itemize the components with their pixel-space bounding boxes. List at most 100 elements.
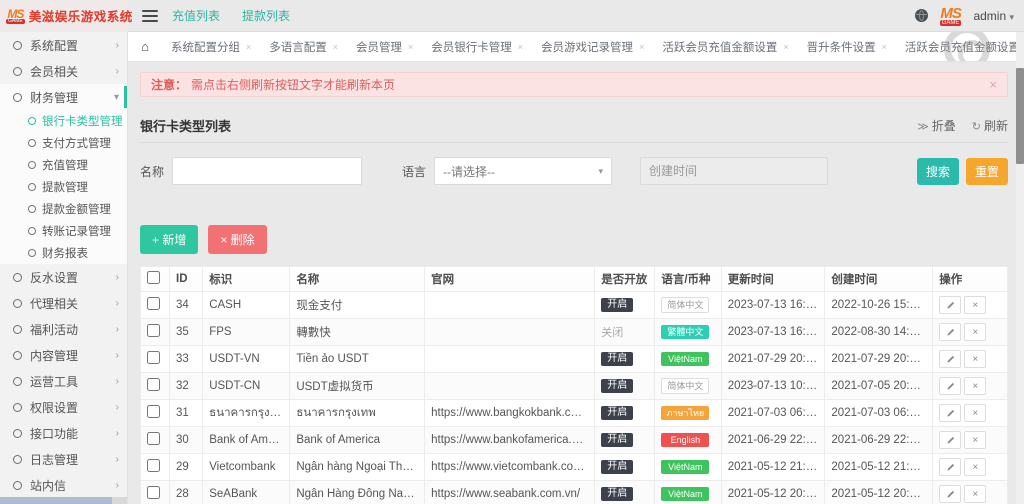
sidebar-item-3[interactable]: 反水设置 ›	[0, 264, 127, 290]
row-checkbox[interactable]	[147, 324, 160, 337]
tab-home-icon[interactable]: ⌂	[141, 39, 149, 54]
tab-close-icon[interactable]: ×	[783, 41, 789, 52]
sidebar-item-1[interactable]: 会员相关 ›	[0, 58, 127, 84]
table-row: 30 Bank of America Bank of America https://…	[139, 426, 1008, 454]
tab-close-icon[interactable]: ×	[517, 41, 524, 52]
admin-menu[interactable]: admin ▾	[973, 8, 1014, 23]
edit-button[interactable]	[939, 323, 962, 341]
sidebar-item-10[interactable]: 日志管理 ›	[0, 446, 127, 472]
row-checkbox[interactable]	[147, 459, 160, 472]
sidebar-item-11[interactable]: 站内信 ›	[0, 472, 127, 498]
row-checkbox[interactable]	[147, 378, 160, 391]
edit-button[interactable]	[939, 431, 962, 449]
tab-7[interactable]: 活跃会员充值金额设置×	[904, 41, 1020, 54]
circle-icon	[13, 350, 22, 360]
notice-close-icon[interactable]: ×	[989, 77, 997, 92]
row-delete-button[interactable]: ×	[964, 377, 987, 395]
chevron-icon: ›	[115, 297, 119, 309]
row-delete-button[interactable]: ×	[964, 323, 987, 341]
chevron-icon: ›	[115, 375, 119, 387]
sidebar-subitem-1[interactable]: 支付方式管理	[0, 132, 127, 154]
row-delete-button[interactable]: ×	[964, 458, 987, 476]
collapse-button[interactable]: ≫ 折叠	[917, 119, 956, 133]
reset-button[interactable]: 重置	[965, 157, 1008, 185]
name-filter-input[interactable]	[172, 157, 363, 185]
row-checkbox[interactable]	[147, 297, 160, 310]
search-button[interactable]: 搜索	[916, 157, 959, 185]
delete-button[interactable]: × 删除	[208, 225, 267, 254]
tab-2[interactable]: 会员管理 ×	[356, 41, 414, 54]
refresh-icon: ↻	[971, 121, 981, 133]
circle-icon	[28, 249, 36, 257]
notice-bar: 注意： 需点击右侧刷新按钮文字才能刷新本页 ×	[140, 72, 1008, 97]
tab-0[interactable]: 系统配置分组 ×	[171, 41, 252, 54]
edit-button[interactable]	[939, 485, 962, 503]
sidebar-subitem-3[interactable]: 提款管理	[0, 176, 127, 198]
sidebar-item-5[interactable]: 福利活动 ›	[0, 316, 127, 342]
language-select[interactable]: --请选择-- ▾	[434, 157, 613, 185]
tab-6[interactable]: 晋升条件设置 ×	[806, 41, 887, 54]
table-toolbar: + 新增 × 删除	[140, 225, 1008, 254]
language-badge: 繁體中文	[661, 325, 710, 339]
row-delete-button[interactable]: ×	[964, 350, 987, 368]
tab-close-icon[interactable]: ×	[408, 41, 414, 52]
edit-button[interactable]	[939, 377, 962, 395]
globe-icon[interactable]	[914, 9, 928, 22]
edit-button[interactable]	[939, 404, 962, 422]
tab-close-icon[interactable]: ×	[639, 41, 645, 52]
status-badge-open: 开启	[601, 487, 634, 501]
refresh-button[interactable]: ↻ 刷新	[971, 119, 1008, 133]
chevron-icon: ›	[115, 479, 119, 491]
select-all-checkbox[interactable]	[147, 271, 160, 284]
tab-close-icon[interactable]: ×	[332, 41, 339, 52]
created-time-input[interactable]	[640, 157, 829, 185]
sidebar-horizontal-scrollbar[interactable]	[0, 497, 127, 504]
language-badge: 简体中文	[661, 378, 710, 394]
title-row: 银行卡类型列表 ≫ 折叠 ↻ 刷新	[140, 109, 1008, 143]
sidebar-item-7[interactable]: 运营工具 ›	[0, 368, 127, 394]
language-badge: ViệtNam	[661, 460, 710, 474]
nav-withdraw-list[interactable]: 提款列表	[242, 9, 291, 23]
circle-icon	[13, 428, 22, 438]
sidebar-subitem-2[interactable]: 充值管理	[0, 154, 127, 176]
sidebar-item-8[interactable]: 权限设置 ›	[0, 394, 127, 420]
tab-close-icon[interactable]: ×	[246, 41, 252, 52]
tab-bar: ⌂ 系统配置分组 × 多语言配置 × 会员管理 × 会员银行卡管理 × 会员游戏记录管理 × 活跃会…	[128, 32, 1024, 62]
sidebar-subitem-0[interactable]: 银行卡类型管理	[0, 110, 127, 132]
sidebar: 系统配置 › 会员相关 › 财务管理 ▾ 银行卡类型管理 支付方式管理 充值管理 提款管理 提款金额…	[0, 32, 128, 504]
row-checkbox[interactable]	[147, 432, 160, 445]
row-checkbox[interactable]	[147, 405, 160, 418]
sidebar-item-0[interactable]: 系统配置 ›	[0, 32, 127, 58]
sidebar-subitem-6[interactable]: 财务报表	[0, 242, 127, 264]
sidebar-item-4[interactable]: 代理相关 ›	[0, 290, 127, 316]
row-delete-button[interactable]: ×	[964, 296, 987, 314]
circle-icon	[13, 324, 22, 334]
edit-button[interactable]	[939, 296, 962, 314]
tab-5[interactable]: 活跃会员充值金额设置 ×	[662, 41, 789, 54]
row-delete-button[interactable]: ×	[964, 404, 987, 422]
row-checkbox[interactable]	[147, 486, 160, 499]
row-checkbox[interactable]	[147, 351, 160, 364]
status-badge-open: 开启	[601, 298, 634, 312]
collapse-icon: ≫	[917, 121, 929, 133]
nav-recharge-list[interactable]: 充值列表	[172, 9, 221, 23]
row-delete-button[interactable]: ×	[964, 485, 987, 503]
edit-button[interactable]	[939, 350, 962, 368]
tab-4[interactable]: 会员游戏记录管理 ×	[541, 41, 645, 54]
add-button[interactable]: + 新增	[140, 225, 199, 254]
row-delete-button[interactable]: ×	[964, 431, 987, 449]
tab-close-icon[interactable]: ×	[881, 41, 887, 52]
sidebar-item-2[interactable]: 财务管理 ▾	[0, 84, 127, 110]
sidebar-item-9[interactable]: 接口功能 ›	[0, 420, 127, 446]
table-row: 31 ธนาคารกรุงเทพ ธนาคารกรุงเทพ https://www.…	[139, 399, 1008, 427]
circle-icon	[13, 298, 22, 308]
status-badge-open: 开启	[601, 433, 634, 447]
edit-button[interactable]	[939, 458, 962, 476]
page-vertical-scrollbar[interactable]	[1016, 32, 1024, 504]
hamburger-icon[interactable]	[142, 9, 158, 22]
sidebar-subitem-4[interactable]: 提款金额管理	[0, 198, 127, 220]
tab-1[interactable]: 多语言配置 ×	[269, 41, 339, 54]
sidebar-subitem-5[interactable]: 转账记录管理	[0, 220, 127, 242]
tab-3[interactable]: 会员银行卡管理 ×	[431, 41, 524, 54]
sidebar-item-6[interactable]: 内容管理 ›	[0, 342, 127, 368]
